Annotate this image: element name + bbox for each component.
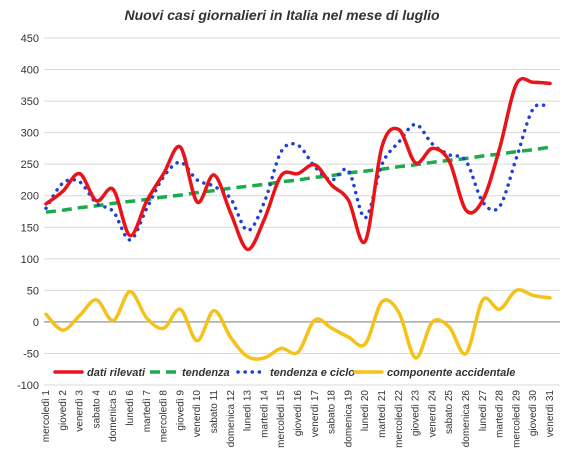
y-tick-label: -50: [23, 348, 39, 360]
x-tick-label: lunedì 20: [360, 390, 371, 432]
x-tick-label: lunedì 27: [478, 390, 489, 432]
x-tick-label: venerdì 3: [75, 390, 86, 432]
x-tick-label: mercoledì 1: [41, 390, 52, 443]
legend-label-dati-rilevati: dati rilevati: [87, 367, 146, 379]
series-lines: [44, 76, 552, 361]
x-tick-label: giovedì 16: [293, 390, 304, 437]
x-tick-label: martedì 14: [259, 390, 270, 438]
y-axis-ticks: -100 -50 0 50 100 150 200 250 300 350 400 450: [17, 33, 39, 392]
x-tick-label: venerdì 31: [545, 390, 556, 438]
y-tick-label: 150: [21, 222, 39, 234]
x-tick-label: venerdì 17: [310, 390, 321, 438]
x-tick-label: sabato 18: [327, 390, 338, 434]
x-tick-label: giovedì 23: [411, 390, 422, 437]
y-tick-label: 400: [21, 65, 39, 77]
series-line-tendenza-e-ciclo: [44, 102, 552, 242]
x-tick-label: mercoledì 29: [511, 390, 522, 448]
legend-label-tendenza: tendenza: [182, 367, 230, 379]
x-tick-label: domenica 5: [108, 390, 119, 442]
x-axis-ticks: mercoledì 1 giovedì 2 venerdì 3 sabato 4 dom…: [41, 390, 556, 448]
y-tick-label: -100: [17, 380, 39, 392]
legend-label-componente-accidentale: componente accidentale: [387, 367, 515, 379]
series-line-componente-accidentale: [44, 288, 552, 361]
x-tick-label: sabato 4: [91, 390, 102, 429]
x-tick-label: mercoledì 8: [159, 390, 170, 443]
x-tick-label: domenica 26: [461, 390, 472, 448]
series-line-tendenza: [45, 145, 551, 214]
series-line-dati-rilevati: [44, 76, 552, 252]
x-tick-label: venerdì 24: [427, 390, 438, 438]
x-tick-label: domenica 12: [226, 390, 237, 448]
x-tick-label: martedì 28: [495, 390, 506, 438]
y-tick-label: 0: [33, 317, 39, 329]
x-tick-label: giovedì 30: [528, 390, 539, 437]
x-tick-label: sabato 11: [209, 390, 220, 434]
grid-lines: [44, 37, 560, 386]
legend: dati rilevati tendenza tendenza e ciclo com…: [53, 367, 515, 379]
chart-title: Nuovi casi giornalieri in Italia nel mes…: [124, 7, 440, 23]
x-tick-label: giovedì 2: [58, 390, 69, 431]
x-tick-label: giovedì 9: [175, 390, 186, 431]
y-tick-label: 350: [21, 96, 39, 108]
y-tick-label: 100: [21, 254, 39, 266]
x-tick-label: martedì 7: [142, 390, 153, 433]
y-tick-label: 300: [21, 128, 39, 140]
y-tick-label: 450: [21, 33, 39, 45]
x-tick-label: mercoledì 22: [394, 390, 405, 448]
x-tick-label: domenica 19: [343, 390, 354, 448]
x-tick-label: mercoledì 15: [276, 390, 287, 448]
x-tick-label: lunedì 6: [125, 390, 136, 426]
x-tick-label: venerdì 10: [192, 390, 203, 438]
legend-label-tendenza-e-ciclo: tendenza e ciclo: [270, 367, 355, 379]
x-tick-label: martedì 21: [377, 390, 388, 438]
y-tick-label: 250: [21, 159, 39, 171]
y-tick-label: 200: [21, 191, 39, 203]
y-tick-label: 50: [27, 285, 39, 297]
x-tick-label: lunedì 13: [243, 390, 254, 432]
x-tick-label: sabato 25: [444, 390, 455, 434]
